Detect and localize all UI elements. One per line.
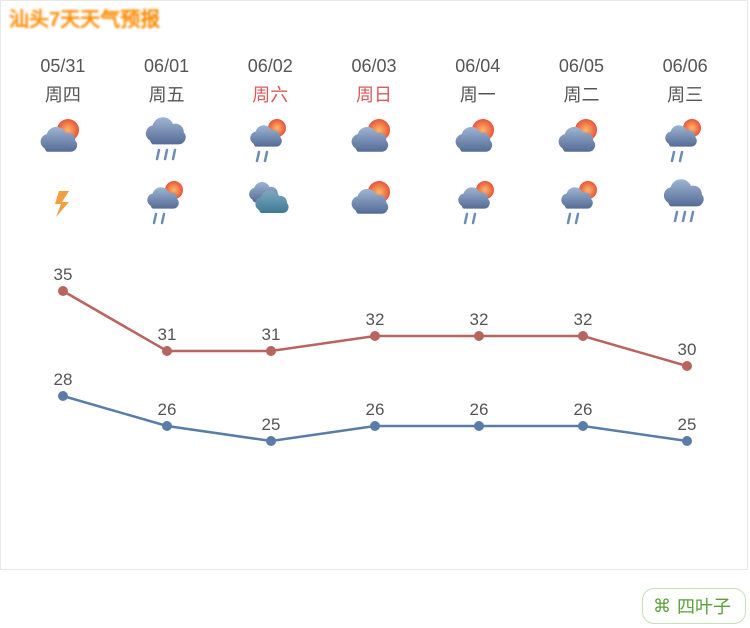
weather-night-icon (243, 175, 297, 231)
weather-day-icon (347, 113, 401, 169)
high-temp-label: 35 (54, 265, 73, 285)
day-column: 06/04 周一 (426, 56, 530, 231)
day-column: 06/02 周六 (218, 56, 322, 231)
day-column: 06/01 周五 (115, 56, 219, 231)
low-temp-point (162, 421, 172, 431)
days-row: 05/31 周四 06/01 周五 06/02 周六 06/03 周日 06/04 周一 06/05… (1, 34, 747, 231)
watermark-text: 四叶子 (677, 593, 731, 619)
low-temp-point (474, 421, 484, 431)
weather-day-icon (36, 113, 90, 169)
day-weekday: 周四 (45, 81, 81, 107)
day-date: 05/31 (40, 56, 85, 77)
high-temp-point (266, 346, 276, 356)
day-column: 05/31 周四 (11, 56, 115, 231)
day-column: 06/06 周三 (633, 56, 737, 231)
day-date: 06/01 (144, 56, 189, 77)
day-column: 06/05 周二 (530, 56, 634, 231)
weather-night-icon (347, 175, 401, 231)
high-temp-point (474, 331, 484, 341)
low-temp-label: 26 (574, 400, 593, 420)
low-temp-label: 25 (678, 415, 697, 435)
day-weekday: 周二 (563, 81, 599, 107)
clover-icon: ⌘ (653, 597, 671, 615)
day-date: 06/04 (455, 56, 500, 77)
low-temp-label: 26 (470, 400, 489, 420)
high-temp-point (578, 331, 588, 341)
high-temp-label: 32 (366, 310, 385, 330)
high-temp-point (58, 286, 68, 296)
chart-svg (1, 251, 749, 491)
low-temp-label: 26 (158, 400, 177, 420)
weather-day-icon (658, 113, 712, 169)
low-temp-point (370, 421, 380, 431)
weather-day-icon (243, 113, 297, 169)
temperature-chart: 35 31 31 32 32 32 30 28 26 25 26 26 26 25 (1, 251, 747, 491)
weather-night-icon (451, 175, 505, 231)
day-date: 06/05 (559, 56, 604, 77)
low-temp-point (682, 436, 692, 446)
low-temp-point (266, 436, 276, 446)
weather-day-icon (554, 113, 608, 169)
weather-night-icon (554, 175, 608, 231)
day-weekday: 周六 (252, 81, 288, 107)
high-temp-label: 30 (678, 340, 697, 360)
day-date: 06/03 (351, 56, 396, 77)
weather-day-icon (140, 113, 194, 169)
weather-night-icon (140, 175, 194, 231)
weather-night-icon (658, 175, 712, 231)
high-temp-point (162, 346, 172, 356)
low-temp-label: 26 (366, 400, 385, 420)
high-temp-label: 32 (574, 310, 593, 330)
day-weekday: 周日 (356, 81, 392, 107)
day-date: 06/02 (248, 56, 293, 77)
low-temp-point (58, 391, 68, 401)
weather-night-icon (36, 175, 90, 231)
day-weekday: 周五 (149, 81, 185, 107)
high-temp-point (370, 331, 380, 341)
low-temp-label: 28 (54, 370, 73, 390)
low-temp-label: 25 (262, 415, 281, 435)
day-weekday: 周三 (667, 81, 703, 107)
weather-panel: 汕头7天天气预报 05/31周四06/01周五06/02周六06/03周日06/… (0, 0, 748, 570)
day-column: 06/03 周日 (322, 56, 426, 231)
weather-day-icon (451, 113, 505, 169)
watermark-badge: ⌘ 四叶子 (642, 588, 746, 624)
page-title: 汕头7天天气预报 (1, 1, 747, 34)
day-weekday: 周一 (460, 81, 496, 107)
high-temp-point (682, 361, 692, 371)
high-temp-label: 31 (158, 325, 177, 345)
day-date: 06/06 (663, 56, 708, 77)
low-temp-point (578, 421, 588, 431)
high-temp-label: 32 (470, 310, 489, 330)
high-temp-label: 31 (262, 325, 281, 345)
